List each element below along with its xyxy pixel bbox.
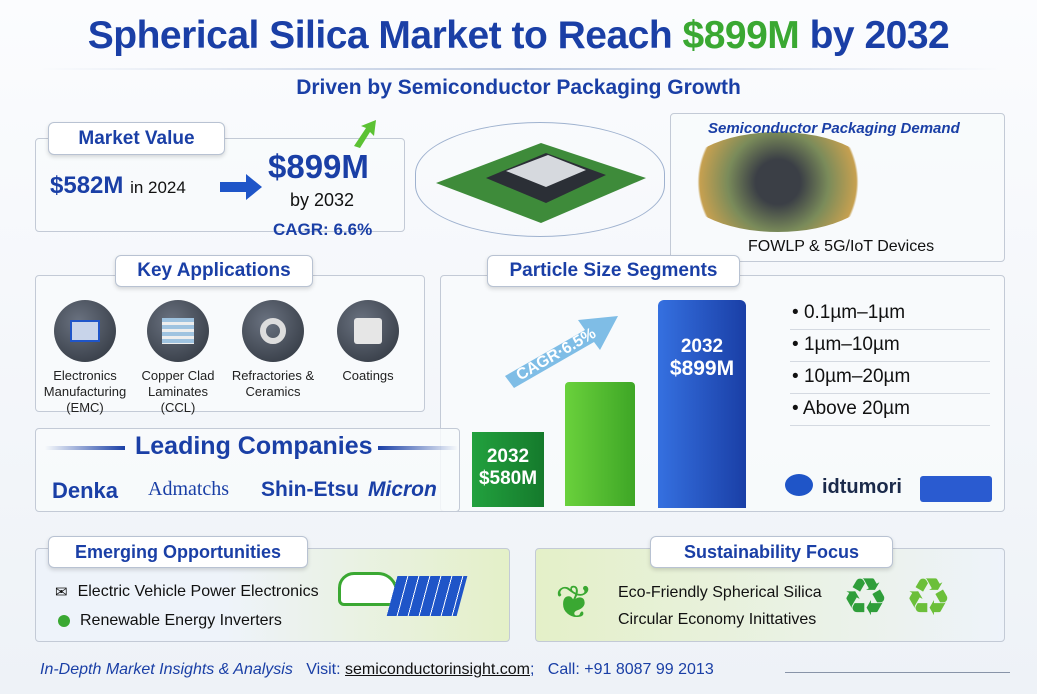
market-value-label: Market Value bbox=[48, 122, 225, 155]
company-logo-shin-etsu: Shin-Etsu bbox=[261, 478, 359, 501]
brand-logo-icon bbox=[785, 474, 813, 496]
segment-item: • 1µm–10µm bbox=[790, 330, 990, 362]
applications-label: Key Applications bbox=[115, 255, 313, 287]
companies-label: Leading Companies bbox=[135, 432, 373, 460]
emerging-item: ✉ Electric Vehicle Power Electronics bbox=[55, 583, 319, 601]
future-year: by 2032 bbox=[290, 190, 355, 210]
envelope-icon: ✉ bbox=[55, 584, 68, 601]
ceramics-icon bbox=[242, 300, 304, 362]
emerging-label: Emerging Opportunities bbox=[48, 536, 308, 568]
recycle-icon: ♻ bbox=[842, 569, 889, 627]
company-logo-micron: Micron bbox=[368, 478, 437, 501]
current-value: $582M in 2024 bbox=[50, 172, 186, 199]
arrow-right-icon bbox=[218, 172, 264, 202]
future-value: $899M bbox=[268, 148, 369, 185]
particle-label: Particle Size Segments bbox=[487, 255, 740, 287]
packaging-caption: FOWLP & 5G/IoT Devices bbox=[748, 238, 935, 255]
sustainability-label: Sustainability Focus bbox=[650, 536, 893, 568]
segment-item: • 10µm–20µm bbox=[790, 362, 990, 394]
footer: In-Depth Market Insights & Analysis Visi… bbox=[40, 661, 714, 678]
cagr-arrow: CAGR·6.5% bbox=[500, 308, 620, 388]
bar-2032-899m: 2032 $899M bbox=[658, 300, 746, 508]
divider bbox=[45, 446, 125, 450]
phone-number: Call: +91 8087 99 2013 bbox=[547, 661, 714, 678]
growth-arrow-icon bbox=[350, 118, 380, 148]
sustainability-item: Circular Economy Inittatives bbox=[618, 611, 817, 628]
company-logo-admatchs: Admatchs bbox=[148, 478, 230, 500]
layers-icon bbox=[147, 300, 209, 362]
brand-name: idtumori bbox=[822, 476, 902, 498]
company-logo-denka: Denka bbox=[52, 478, 119, 503]
wafer-illustration bbox=[678, 132, 878, 232]
page-title: Spherical Silica Market to Reach $899M b… bbox=[87, 14, 950, 57]
cagr-value: CAGR: 6.6% bbox=[273, 220, 373, 239]
green-dot-icon bbox=[58, 615, 70, 627]
device-illustration bbox=[920, 476, 992, 502]
chip-illustration bbox=[415, 122, 665, 237]
application-item: Refractories & Ceramics bbox=[228, 300, 318, 400]
leaf-icon: ❦ bbox=[555, 576, 594, 628]
packaging-title: Semiconductor Packaging Demand bbox=[708, 120, 960, 137]
bar-2032-580m: 2032 $580M bbox=[472, 432, 544, 507]
solar-panel-icon bbox=[386, 576, 468, 616]
segment-item: • 0.1µm–1µm bbox=[790, 298, 990, 330]
paint-bucket-icon bbox=[337, 300, 399, 362]
subtitle: Driven by Semiconductor Packaging Growth bbox=[296, 76, 741, 99]
car-icon bbox=[338, 572, 398, 606]
companies-panel bbox=[35, 428, 460, 512]
sustainability-item: Eco-Friendly Spherical Silica bbox=[618, 584, 822, 601]
application-item: Electronics Manufacturing (EMC) bbox=[40, 300, 130, 416]
website-link[interactable]: semiconductorinsight.com bbox=[345, 661, 530, 678]
divider bbox=[378, 446, 458, 450]
recycle-icon: ♻ bbox=[905, 569, 952, 627]
application-item: Copper Clad Laminates (CCL) bbox=[133, 300, 223, 416]
divider bbox=[40, 68, 1000, 70]
monitor-icon bbox=[54, 300, 116, 362]
divider bbox=[785, 672, 1010, 673]
application-item: Coatings bbox=[323, 300, 413, 384]
bar-middle bbox=[565, 382, 635, 506]
segment-item: • Above 20µm bbox=[790, 394, 990, 426]
emerging-item: Renewable Energy Inverters bbox=[58, 612, 282, 630]
